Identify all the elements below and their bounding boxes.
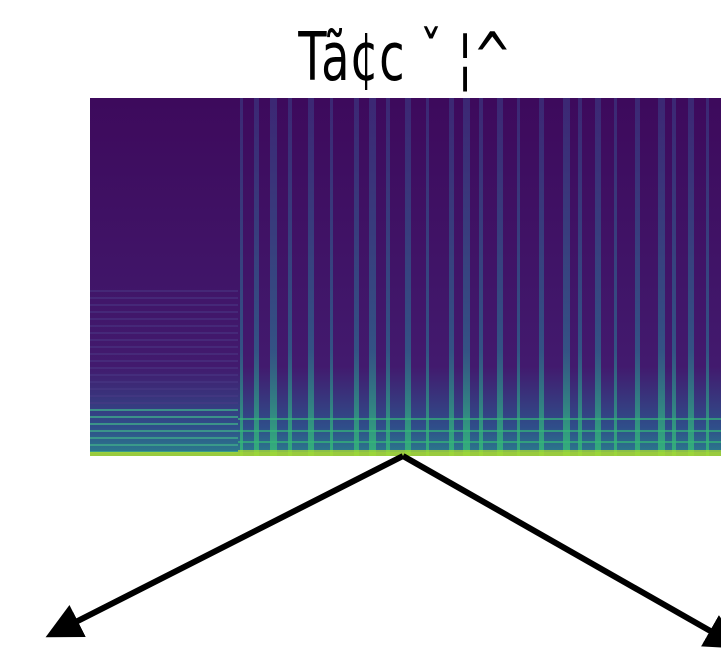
- harmonic-band: [90, 374, 238, 376]
- page: {"title": "Tã¢c ˇ ¦^"} Tã¢c ˇ ¦^ (() => …: [0, 0, 721, 663]
- harmonic-band: [90, 430, 238, 432]
- harmonic-band: [90, 360, 238, 362]
- onset-stripe: [479, 98, 483, 456]
- onset-stripe: [658, 98, 665, 456]
- harmonic-band: [90, 444, 238, 446]
- harmonic-band: [90, 304, 238, 306]
- onset-stripe: [426, 98, 429, 456]
- onset-stripe: [688, 98, 694, 456]
- harmonic-band: [90, 409, 238, 411]
- harmonic-band: [90, 332, 238, 334]
- low-band: [238, 441, 721, 443]
- harmonic-band: [90, 353, 238, 355]
- onset-stripe: [386, 98, 390, 456]
- spectrogram: [90, 98, 721, 456]
- onset-stripe: [240, 98, 243, 456]
- onset-stripe: [635, 98, 640, 456]
- onset-stripe: [672, 98, 676, 456]
- onset-stripe: [578, 98, 582, 456]
- harmonic-band: [90, 325, 238, 327]
- harmonic-band: [90, 311, 238, 313]
- onset-stripe: [270, 98, 277, 456]
- harmonic-band: [90, 423, 238, 425]
- low-band: [238, 430, 721, 432]
- onset-stripe: [595, 98, 601, 456]
- arrow-left: [52, 456, 403, 634]
- harmonic-band: [90, 346, 238, 348]
- onset-stripe: [330, 98, 333, 456]
- onset-stripe: [539, 98, 544, 456]
- low-band: [238, 450, 721, 452]
- harmonic-band: [90, 402, 238, 404]
- onset-stripe: [369, 98, 376, 456]
- onset-stripe: [308, 98, 314, 456]
- onset-stripe: [706, 98, 709, 456]
- onset-stripe: [354, 98, 359, 456]
- onset-stripe: [614, 98, 617, 456]
- harmonic-band: [90, 395, 238, 397]
- harmonic-band: [90, 339, 238, 341]
- harmonic-band: [90, 297, 238, 299]
- harmonic-band: [90, 388, 238, 390]
- harmonic-band: [90, 290, 238, 292]
- onset-stripe: [463, 98, 470, 456]
- harmonic-band: [90, 318, 238, 320]
- arrow-right: [403, 456, 721, 645]
- onset-stripe: [405, 98, 411, 456]
- low-band: [238, 418, 721, 420]
- onset-stripe: [563, 98, 570, 456]
- onset-stripe: [288, 98, 292, 456]
- onset-stripe: [449, 98, 454, 456]
- diagram: Tã¢c ˇ ¦^: [0, 0, 721, 663]
- harmonic-band: [90, 416, 238, 418]
- harmonic-band: [90, 381, 238, 383]
- harmonic-band: [90, 437, 238, 439]
- title: Tã¢c ˇ ¦^: [297, 19, 511, 97]
- harmonic-band: [90, 367, 238, 369]
- onset-stripe: [517, 98, 520, 456]
- onset-stripe: [497, 98, 503, 456]
- onset-stripe: [254, 98, 259, 456]
